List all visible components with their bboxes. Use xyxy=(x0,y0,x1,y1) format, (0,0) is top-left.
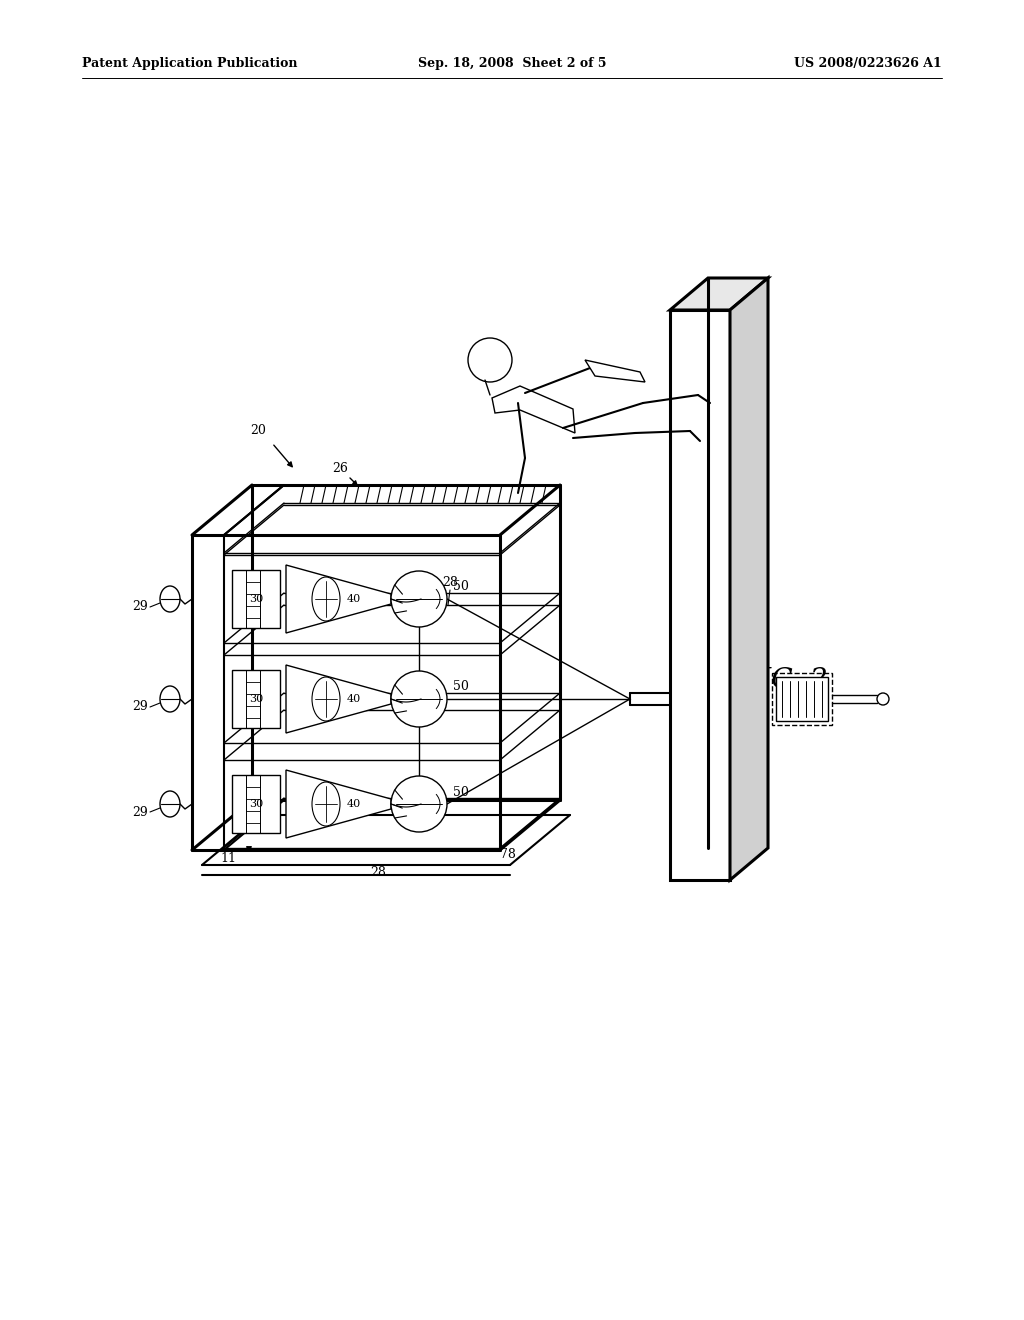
Ellipse shape xyxy=(312,577,340,620)
Ellipse shape xyxy=(160,586,180,612)
Ellipse shape xyxy=(160,791,180,817)
Circle shape xyxy=(391,671,447,727)
Text: 28: 28 xyxy=(370,866,386,879)
Bar xyxy=(232,570,280,628)
Text: 40: 40 xyxy=(347,799,361,809)
Text: 50: 50 xyxy=(453,785,469,799)
Text: 30: 30 xyxy=(249,594,263,605)
Text: 29: 29 xyxy=(132,601,148,614)
Bar xyxy=(232,775,280,833)
Ellipse shape xyxy=(312,781,340,826)
Circle shape xyxy=(877,693,889,705)
Circle shape xyxy=(468,338,512,381)
Text: US 2008/0223626 A1: US 2008/0223626 A1 xyxy=(795,57,942,70)
Bar xyxy=(670,310,730,880)
Text: 30: 30 xyxy=(249,694,263,704)
Text: 11: 11 xyxy=(220,851,236,865)
Circle shape xyxy=(391,572,447,627)
Ellipse shape xyxy=(160,686,180,711)
Ellipse shape xyxy=(312,677,340,721)
Text: 78: 78 xyxy=(500,849,516,862)
Text: Patent Application Publication: Patent Application Publication xyxy=(82,57,298,70)
Text: 28: 28 xyxy=(442,576,458,589)
Bar xyxy=(232,671,280,729)
Text: FIG. 2: FIG. 2 xyxy=(741,667,828,693)
Polygon shape xyxy=(670,279,768,310)
Polygon shape xyxy=(585,360,645,381)
Text: Sep. 18, 2008  Sheet 2 of 5: Sep. 18, 2008 Sheet 2 of 5 xyxy=(418,57,606,70)
Polygon shape xyxy=(286,565,391,634)
Bar xyxy=(772,673,831,725)
Text: 29: 29 xyxy=(132,701,148,714)
Bar xyxy=(776,677,828,721)
Text: 26: 26 xyxy=(332,462,348,474)
Text: 40: 40 xyxy=(347,694,361,704)
Circle shape xyxy=(391,776,447,832)
Text: 50: 50 xyxy=(453,581,469,594)
Text: 50: 50 xyxy=(453,681,469,693)
Text: 30: 30 xyxy=(249,799,263,809)
Text: 29: 29 xyxy=(132,805,148,818)
Polygon shape xyxy=(286,770,391,838)
Polygon shape xyxy=(286,665,391,733)
Text: 20: 20 xyxy=(250,424,266,437)
Text: 40: 40 xyxy=(347,594,361,605)
Polygon shape xyxy=(492,385,575,433)
Polygon shape xyxy=(730,279,768,880)
